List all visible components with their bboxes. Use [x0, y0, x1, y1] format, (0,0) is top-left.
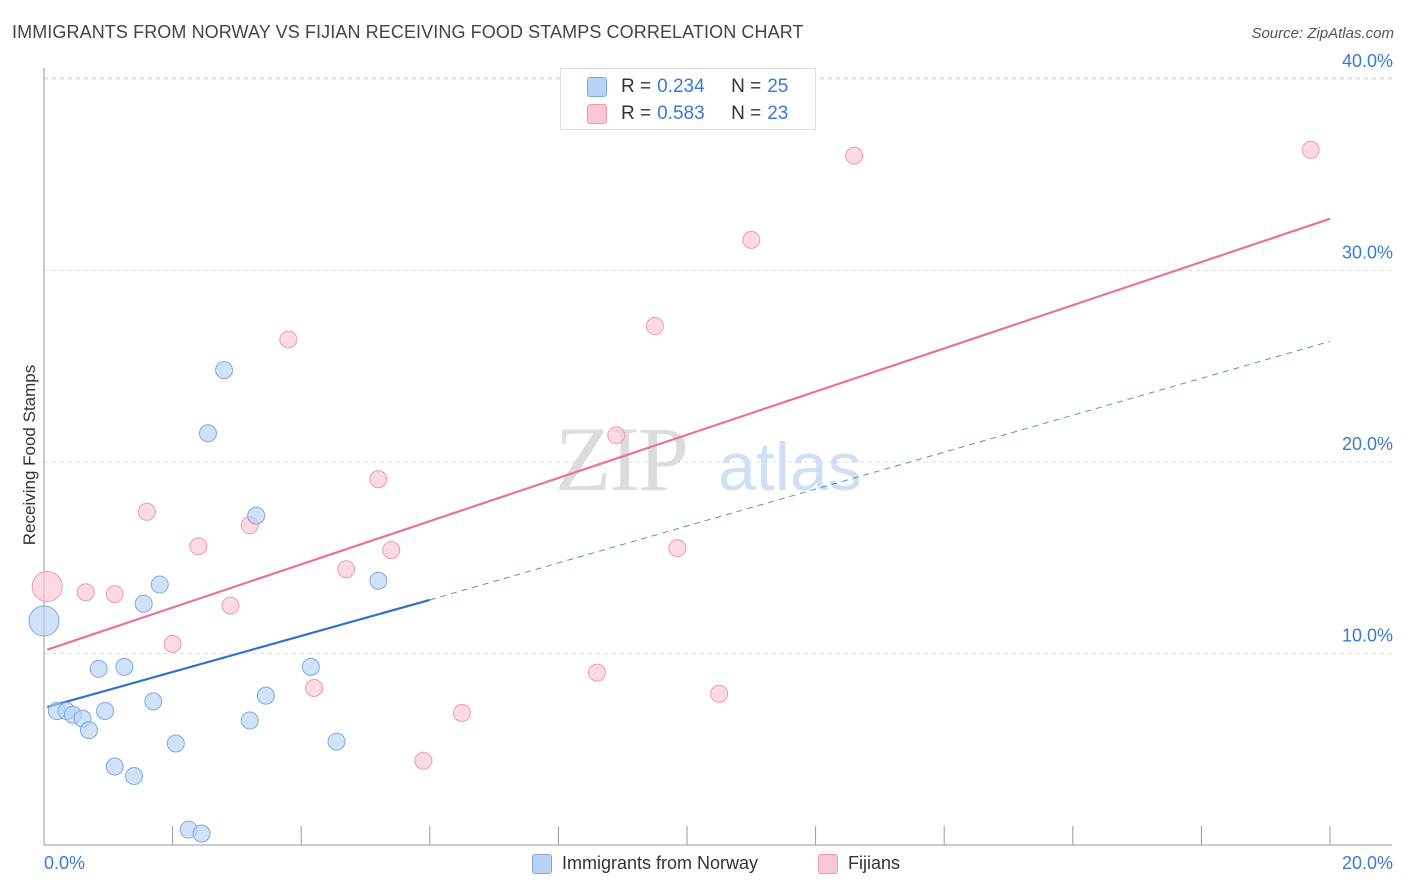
legend-n-value: 23: [767, 103, 789, 124]
data-point-fijians: [105, 585, 124, 604]
data-point-norway: [105, 757, 124, 776]
trendline-fijians: [46, 217, 1331, 651]
watermark-zip: ZIP: [555, 408, 687, 510]
data-point-norway: [240, 711, 259, 730]
legend-row-norway: R = 0.234 N = 25: [587, 76, 788, 98]
data-point-fijians: [137, 502, 156, 521]
data-point-fijians: [337, 560, 356, 579]
data-point-norway: [134, 594, 153, 613]
y-tick-label: 10.0%: [1342, 626, 1393, 646]
watermark-atlas: atlas: [718, 429, 862, 505]
data-point-norway: [89, 659, 108, 678]
data-point-fijians: [414, 751, 433, 770]
legend-n-label: N =: [731, 76, 762, 97]
data-point-norway: [256, 686, 275, 705]
data-point-norway: [150, 575, 169, 594]
trend-lines: [46, 217, 1331, 709]
data-point-norway: [125, 767, 144, 786]
legend-item-norway[interactable]: Immigrants from Norway: [532, 853, 758, 874]
legend-swatch-norway: [532, 853, 552, 874]
data-point-fijians: [369, 470, 388, 489]
data-points: [28, 140, 1320, 843]
data-point-norway: [215, 361, 234, 380]
data-point-norway: [96, 701, 115, 720]
data-point-fijians: [587, 663, 606, 682]
tick-labels: 10.0% 20.0% 30.0% 40.0% 0.0% 20.0%: [44, 51, 1393, 873]
y-tick-label: 40.0%: [1342, 51, 1393, 71]
data-point-fijians: [163, 634, 182, 653]
data-point-fijians: [189, 537, 208, 556]
x-tick-label: 20.0%: [1342, 853, 1393, 873]
data-point-fijians: [1301, 140, 1320, 159]
data-point-fijians: [845, 146, 864, 165]
legend-row-fijian: R = 0.583 N = 23: [587, 103, 788, 125]
data-point-fijians: [31, 570, 63, 602]
data-point-fijians: [607, 426, 626, 445]
data-point-fijians: [221, 596, 240, 615]
legend-n-value: 25: [767, 76, 789, 97]
data-point-norway: [198, 424, 217, 443]
data-point-fijians: [710, 684, 729, 703]
chart-title: IMMIGRANTS FROM NORWAY VS FIJIAN RECEIVI…: [12, 22, 804, 42]
data-point-fijians: [452, 703, 471, 722]
axes: [43, 68, 1392, 846]
data-point-norway: [166, 734, 185, 753]
legend-r-value: 0.583: [657, 103, 705, 124]
legend-swatch-fijian: [587, 104, 607, 124]
data-point-fijians: [305, 678, 324, 697]
data-point-norway: [28, 605, 60, 637]
data-point-fijians: [645, 317, 664, 336]
data-point-fijians: [382, 541, 401, 560]
data-point-fijians: [76, 583, 95, 602]
trendline-norway: [46, 598, 431, 709]
data-point-norway: [301, 657, 320, 676]
grid-lines: [44, 77, 1392, 654]
legend-label-fijians: Fijians: [848, 853, 901, 873]
data-point-fijians: [279, 330, 298, 349]
source-label: Source: ZipAtlas.com: [1251, 25, 1394, 42]
data-point-norway: [80, 721, 99, 740]
y-tick-label: 30.0%: [1342, 243, 1393, 263]
legend-r-label: R =: [621, 103, 652, 124]
data-point-norway: [247, 506, 266, 525]
trendline-norway-extended: [429, 340, 1331, 601]
data-point-fijians: [668, 539, 687, 558]
data-point-norway: [327, 732, 346, 751]
legend-r-value: 0.234: [657, 76, 705, 97]
x-tick-label: 0.0%: [44, 853, 85, 873]
watermark: ZIP atlas: [555, 408, 862, 510]
legend-n-label: N =: [731, 103, 762, 124]
legend-swatch-norway: [587, 77, 607, 97]
bottom-legend: Immigrants from Norway Fijians: [0, 850, 1406, 880]
legend-item-fijians[interactable]: Fijians: [818, 853, 900, 874]
legend-r-label: R =: [621, 76, 652, 97]
y-tick-label: 20.0%: [1342, 434, 1393, 454]
legend-label-norway: Immigrants from Norway: [562, 853, 759, 873]
correlation-legend: R = 0.234 N = 25 R = 0.583 N = 23: [560, 68, 816, 130]
data-point-norway: [192, 824, 211, 843]
legend-swatch-fijians: [818, 853, 838, 874]
data-point-fijians: [742, 230, 761, 249]
data-point-norway: [369, 571, 388, 590]
data-point-norway: [115, 657, 134, 676]
data-point-norway: [144, 692, 163, 711]
